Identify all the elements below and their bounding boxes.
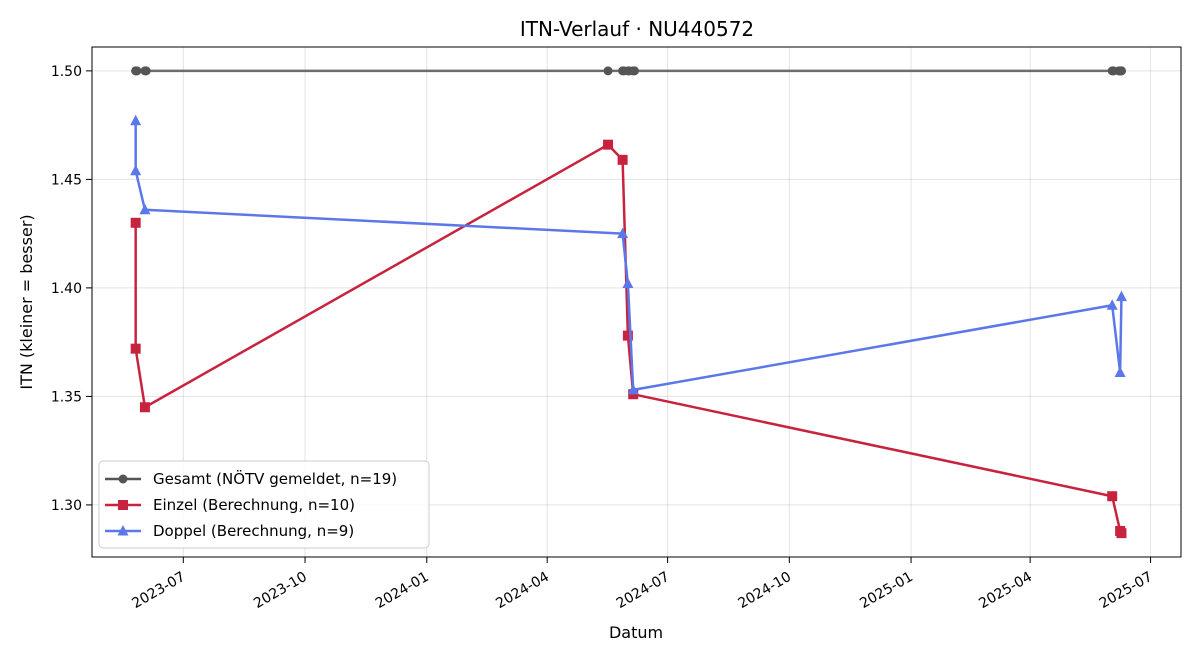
data-point — [622, 330, 633, 341]
data-point — [139, 402, 150, 413]
legend: Gesamt (NÖTV gemeldet, n=19) Einzel (Bere… — [98, 460, 430, 549]
data-point — [603, 66, 613, 76]
data-point — [630, 66, 640, 76]
legend-entry-label: Gesamt (NÖTV gemeldet, n=19) — [153, 469, 397, 488]
data-point — [1116, 528, 1127, 539]
legend-entry-label: Einzel (Berechnung, n=10) — [153, 496, 355, 514]
data-point — [617, 227, 629, 239]
data-point — [622, 277, 634, 289]
y-tick-label: 1.45 — [51, 172, 82, 188]
series-circle — [131, 66, 1126, 76]
data-point — [130, 164, 142, 176]
data-point — [1107, 491, 1118, 502]
y-tick-label: 1.35 — [51, 389, 82, 405]
y-tick-label: 1.40 — [51, 281, 82, 297]
legend-swatch-marker — [118, 474, 128, 484]
legend-swatch-marker — [118, 500, 128, 510]
data-point — [1106, 299, 1118, 310]
y-axis-label: ITN (kleiner = besser) — [17, 214, 36, 389]
chart-title: ITN-Verlauf · NU440572 — [520, 17, 754, 41]
data-point — [130, 114, 142, 126]
x-axis-label: Datum — [609, 623, 663, 642]
data-point — [1116, 66, 1126, 76]
data-point — [130, 343, 141, 354]
plot-frame — [91, 46, 1182, 558]
series-layer — [130, 66, 1127, 539]
y-tick-label: 1.30 — [51, 498, 82, 514]
data-point — [617, 154, 628, 165]
legend-box — [98, 460, 430, 549]
data-point — [603, 139, 614, 150]
data-point — [627, 383, 639, 395]
data-point — [139, 203, 151, 215]
data-point — [1114, 366, 1126, 378]
data-point — [1115, 290, 1127, 302]
y-tick-label: 1.50 — [51, 64, 82, 80]
legend-swatch-marker — [117, 525, 129, 536]
series-triangle — [130, 114, 1127, 395]
data-point — [132, 66, 142, 76]
legend-entry-label: Doppel (Berechnung, n=9) — [153, 522, 354, 540]
data-point — [141, 66, 151, 76]
data-point — [130, 217, 141, 228]
